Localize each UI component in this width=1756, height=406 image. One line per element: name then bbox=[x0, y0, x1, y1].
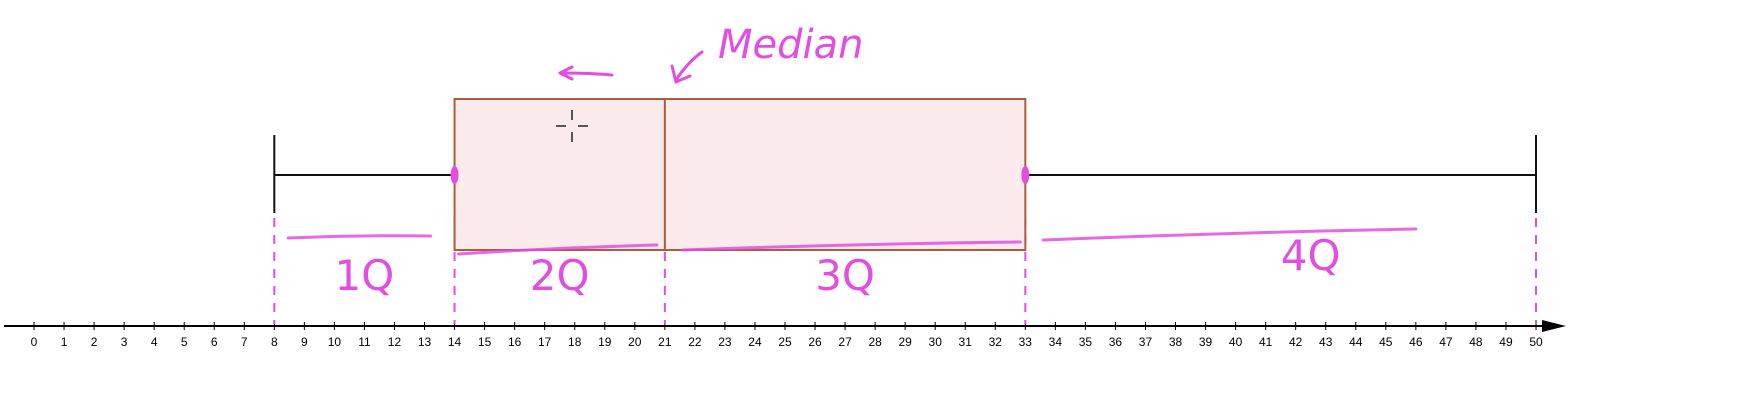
x-tick-label: 39 bbox=[1199, 335, 1213, 349]
x-tick-label: 47 bbox=[1439, 335, 1453, 349]
x-tick-label: 21 bbox=[658, 335, 672, 349]
x-tick-label: 5 bbox=[181, 335, 188, 349]
x-tick-label: 9 bbox=[301, 335, 308, 349]
x-tick-label: 6 bbox=[211, 335, 218, 349]
quartile-underline bbox=[681, 240, 1022, 252]
x-tick-label: 37 bbox=[1139, 335, 1153, 349]
x-tick-label: 41 bbox=[1259, 335, 1273, 349]
x-tick-label: 20 bbox=[628, 335, 642, 349]
x-tick-label: 14 bbox=[448, 335, 462, 349]
median-arrow-head bbox=[670, 64, 692, 84]
x-tick-label: 42 bbox=[1289, 335, 1303, 349]
x-axis-arrow bbox=[1542, 320, 1566, 332]
x-tick-label: 44 bbox=[1349, 335, 1363, 349]
x-tick-label: 10 bbox=[328, 335, 342, 349]
q3-marker bbox=[1021, 166, 1030, 184]
x-tick-label: 8 bbox=[271, 335, 278, 349]
q1-marker bbox=[450, 166, 459, 184]
x-tick-label: 40 bbox=[1229, 335, 1243, 349]
x-tick-label: 1 bbox=[61, 335, 68, 349]
quartile-label: 4Q bbox=[1281, 231, 1341, 280]
x-tick-label: 43 bbox=[1319, 335, 1333, 349]
median-annotation: Median bbox=[718, 22, 864, 68]
quartile-underline bbox=[286, 234, 433, 240]
quartile-label: 1Q bbox=[335, 251, 395, 300]
x-tick-label: 32 bbox=[989, 335, 1003, 349]
x-tick-label: 49 bbox=[1499, 335, 1513, 349]
x-tick-label: 45 bbox=[1379, 335, 1393, 349]
x-tick-label: 7 bbox=[241, 335, 248, 349]
x-tick-label: 24 bbox=[748, 335, 762, 349]
x-tick-label: 36 bbox=[1109, 335, 1123, 349]
x-tick-label: 11 bbox=[358, 335, 371, 349]
x-tick-label: 0 bbox=[31, 335, 38, 349]
x-tick-label: 26 bbox=[808, 335, 822, 349]
x-tick-label: 15 bbox=[478, 335, 492, 349]
x-tick-label: 18 bbox=[568, 335, 582, 349]
median-arrow bbox=[674, 50, 704, 82]
x-tick-label: 31 bbox=[959, 335, 973, 349]
x-tick-label: 30 bbox=[929, 335, 943, 349]
x-tick-label: 13 bbox=[418, 335, 432, 349]
quartile-label: 2Q bbox=[530, 251, 590, 300]
x-tick-label: 28 bbox=[868, 335, 882, 349]
x-tick-label: 22 bbox=[688, 335, 702, 349]
quartile-underline bbox=[1041, 227, 1418, 242]
x-tick-label: 48 bbox=[1469, 335, 1483, 349]
x-tick-label: 29 bbox=[898, 335, 912, 349]
x-tick-label: 12 bbox=[388, 335, 402, 349]
x-tick-label: 17 bbox=[538, 335, 552, 349]
x-tick-label: 2 bbox=[91, 335, 98, 349]
iqr-box bbox=[453, 98, 1027, 251]
quartile-underline bbox=[457, 243, 659, 256]
x-tick-label: 3 bbox=[121, 335, 128, 349]
x-tick-label: 46 bbox=[1409, 335, 1423, 349]
x-tick-label: 33 bbox=[1019, 335, 1033, 349]
x-tick-label: 50 bbox=[1529, 335, 1543, 349]
x-tick-label: 27 bbox=[838, 335, 852, 349]
x-tick-label: 34 bbox=[1049, 335, 1063, 349]
x-tick-label: 38 bbox=[1169, 335, 1183, 349]
x-tick-label: 16 bbox=[508, 335, 522, 349]
quartile-label: 3Q bbox=[815, 251, 875, 300]
x-tick-label: 25 bbox=[778, 335, 792, 349]
x-tick-label: 19 bbox=[598, 335, 612, 349]
x-tick-label: 4 bbox=[151, 335, 158, 349]
left-arrow bbox=[560, 71, 614, 77]
left-arrow-head bbox=[558, 65, 574, 81]
x-tick-label: 23 bbox=[718, 335, 732, 349]
x-tick-label: 35 bbox=[1079, 335, 1093, 349]
